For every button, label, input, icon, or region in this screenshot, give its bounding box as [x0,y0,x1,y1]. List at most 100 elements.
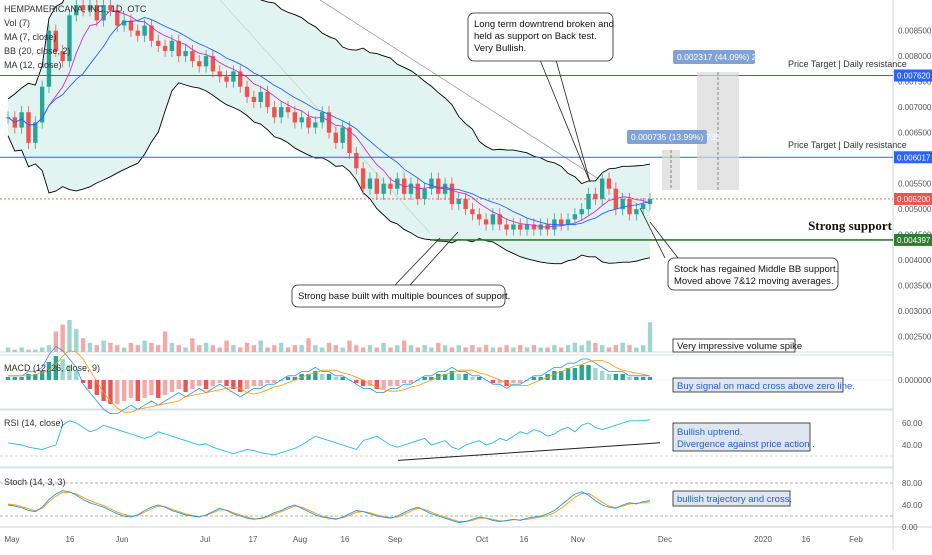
candle-body [306,117,311,128]
macd-hist-bar [101,380,106,401]
candle-body [634,209,639,215]
rsi-note-line1: Bullish uptrend. [677,427,742,438]
macd-hist-bar [552,371,557,380]
volume-bar [586,340,591,352]
macd-hist-bar [87,380,93,389]
volume-bar [401,340,407,352]
rsi-tick: 40.00 [902,441,923,450]
volume-bar [292,345,298,352]
volume-bar [442,345,448,352]
legend-ma7: MA (7, close) [4,32,57,42]
candle-body [422,188,427,199]
macd-hist-bar [26,374,31,380]
macd-hist-bar [210,380,216,386]
candle-body [183,51,188,57]
volume-bar [238,347,243,352]
candle-body [531,224,537,230]
callout-downtrend-line3: Very Bullish. [474,43,526,54]
macd-signal-line [8,350,651,413]
volume-bar [278,342,284,352]
volume-bar [593,342,598,352]
macd-hist-bar [238,380,243,392]
price-tag: 0.005200 [897,195,931,204]
volume-bar [367,345,373,352]
candle-body [599,178,605,199]
callout3-pointer [639,207,666,259]
volume-bar [12,349,18,352]
volume-bar [203,342,209,352]
callout-downtrend [467,12,614,62]
time-tick: 17 [249,535,258,544]
volume-bar [210,345,216,352]
volume-bar [572,342,578,352]
bb-upper [7,0,651,185]
macd-hist-bar [634,377,639,380]
volume-bar [169,342,175,352]
volume-bar [429,347,434,352]
macd-hist-bar [422,377,427,380]
macd-hist-bar [511,380,516,383]
candle-body [203,56,209,67]
right-price-axis[interactable]: 0.008500 0.008000 0.007500 0.007000 0.006500… [894,27,932,532]
volume-bar [381,342,386,352]
time-tick: Oct [476,535,489,544]
macd-hist-bar [640,377,646,380]
volume-bar [415,347,420,352]
macd-hist-bar [115,380,120,404]
chart-title: HEMPAMERICANA, INC., 1D, OTC [4,4,147,14]
stoch-note: bullish trajectory and cross. [677,494,792,505]
stoch-tick: 40.00 [902,501,923,510]
price-tag: 0.007620 [897,72,931,81]
rsi-tick: 60.00 [902,419,923,428]
volume-bar [265,347,270,352]
macd-hist-bar [190,380,195,389]
candle-body [640,204,646,210]
volume-bar [306,338,311,352]
time-axis[interactable]: May 16 Jun Jul 17 Aug 16 Sep Oct 16 Nov Dec 2020 16 Fe… [4,535,863,544]
time-tick: Dec [658,535,672,544]
volume-bar [565,345,571,352]
candle-body [483,219,489,225]
candle-body [511,224,516,230]
macd-hist-bar [108,380,113,404]
macd-hist-bar [5,377,11,380]
macd-hist-bar [176,380,181,389]
macd-hist-bar [306,374,311,380]
volume-bar [190,338,195,352]
volume-bar [408,345,414,352]
volume-bar [108,342,113,352]
legend-ma12: MA (12, close) [4,60,62,70]
candle-body [436,178,441,194]
macd-hist-bar [74,371,79,380]
volume-bar [360,347,366,352]
volume-bar [449,347,455,352]
candle-body [586,193,591,210]
callout2-pointer [394,237,441,286]
volume-bar [5,347,11,352]
callout-base [291,284,506,308]
macd-hist-bar [449,371,455,380]
macd-hist-bar [579,365,584,380]
macd-hist-bar [19,377,24,380]
candle-body [415,183,420,199]
macd-hist-bar [258,380,263,386]
candle-body [197,61,202,67]
volume-bar [74,329,79,352]
macd-hist-bar [94,380,99,395]
rsi-trendline [397,442,661,461]
candle-body [149,25,154,41]
time-tick: Sep [388,535,403,544]
volume-bar [354,345,359,352]
candle-body [142,25,147,36]
candle-body [80,5,86,11]
macd-hist-bar [401,380,407,383]
macd-hist-bar [217,380,222,383]
macd-hist-bar [613,374,619,380]
macd-hist-bar [593,368,598,380]
volume-bar [326,342,332,352]
volume-bar [545,347,550,352]
measure-label-2-bg [673,50,755,64]
macd-hist-bar [46,362,52,380]
